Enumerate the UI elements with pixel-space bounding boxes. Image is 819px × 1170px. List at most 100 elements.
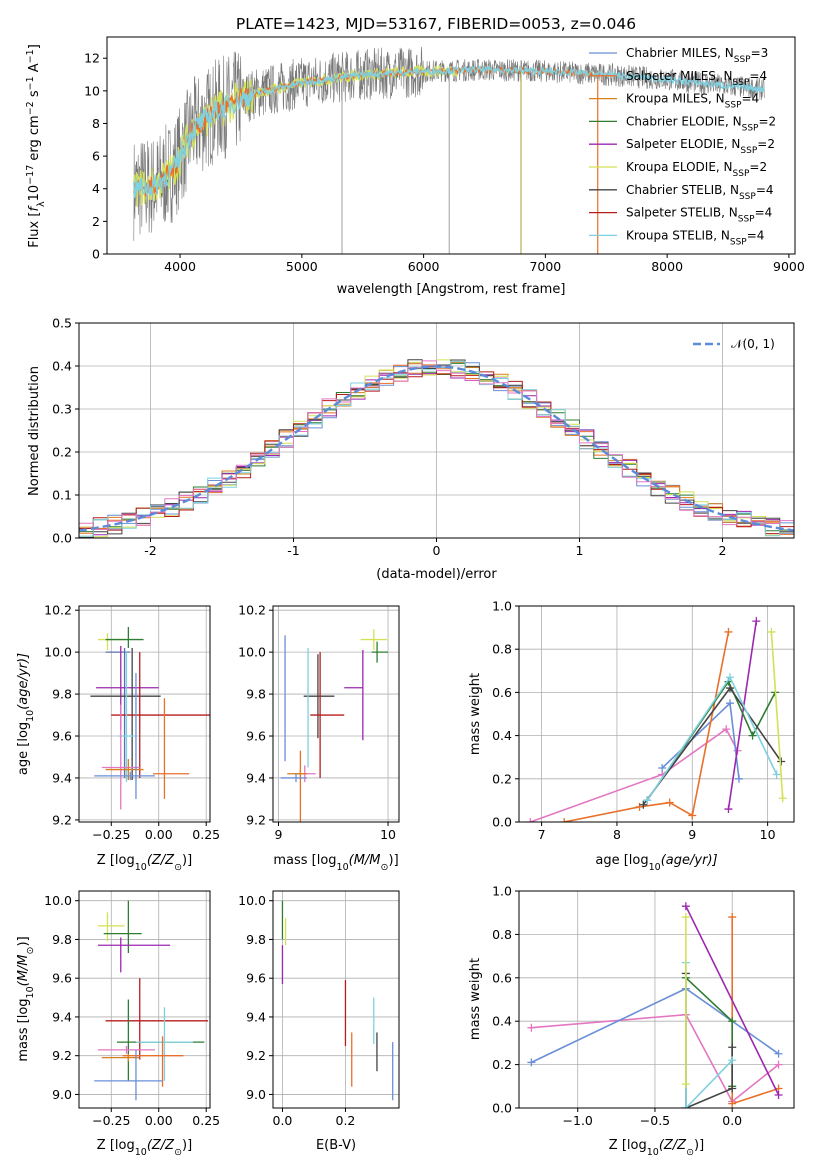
x-tick-label: 1 xyxy=(576,543,584,558)
axes-age-weight: 7 8 9 10 0.0 0.2 0.4 0.6 0.8 1.0 age [log10(age/yr… xyxy=(468,599,795,873)
y-tick-label: 0.0 xyxy=(492,1101,512,1116)
y-tick-label: 9.4 xyxy=(246,1009,266,1024)
legend-label: Chabrier STELIB, NSSP=4 xyxy=(626,183,774,202)
y-tick-label: 9.2 xyxy=(52,812,72,827)
legend-label: Chabrier MILES, NSSP=3 xyxy=(626,46,768,65)
y-axis-label: age [log10(age/yr)] xyxy=(16,653,36,775)
weight-marker xyxy=(728,1056,737,1065)
legend-label: Salpeter MILES, NSSP=4 xyxy=(626,69,767,88)
y-tick-label: 10 xyxy=(84,83,100,98)
y-tick-label: 9.8 xyxy=(246,932,266,947)
y-tick-label: 1.0 xyxy=(492,599,512,614)
weight-marker xyxy=(748,731,757,740)
y-tick-label: 9.4 xyxy=(52,1009,72,1024)
weight-marker xyxy=(767,627,776,636)
y-tick-label: 0 xyxy=(92,247,100,262)
weight-marker xyxy=(725,673,734,682)
y-tick-label: 9.6 xyxy=(246,729,266,744)
weight-marker xyxy=(778,794,787,803)
weight-marker xyxy=(681,913,690,922)
axes-residuals: -2 -1 0 1 2 0.0 0.1 0.2 0.3 0.4 0.5 𝒩(0, 1) (data-mo… xyxy=(27,316,795,582)
y-tick-label: 9.2 xyxy=(246,812,266,827)
x-axis-label: Z [log10(Z/Z⊙)] xyxy=(609,1138,704,1158)
weight-series-line xyxy=(727,620,758,810)
x-tick-label: 9 xyxy=(688,827,696,842)
x-tick-label: 0.2 xyxy=(336,1113,356,1128)
weight-marker xyxy=(639,800,648,809)
legend-label: Kroupa STELIB, NSSP=4 xyxy=(626,228,764,247)
y-tick-label: 0.8 xyxy=(492,642,512,657)
plot-area-mass-age xyxy=(280,629,389,822)
weight-series-line xyxy=(731,917,779,1105)
legend-label: Chabrier ELODIE, NSSP=2 xyxy=(626,114,776,133)
weight-marker xyxy=(735,774,743,783)
x-tick-label: 8 xyxy=(613,827,621,842)
weight-marker xyxy=(728,1043,737,1052)
axes-spectrum: 4000 5000 6000 7000 8000 9000 0 2 4 6 8 10 12 wavelen… xyxy=(25,36,805,297)
weight-marker xyxy=(527,1058,536,1067)
weight-marker xyxy=(681,1104,690,1108)
y-tick-label: 10.2 xyxy=(44,603,72,618)
x-axis-label: age [log10(age/yr)] xyxy=(595,853,717,873)
plot-area-z-age xyxy=(90,626,210,810)
axes-ebv-mass: 0.0 0.2 9.0 9.2 9.4 9.6 9.8 10.0 E(B-V) xyxy=(238,890,400,1153)
weight-series-line xyxy=(564,631,730,822)
weight-marker xyxy=(777,757,786,766)
x-axis-label: Z [log10(Z/Z⊙)] xyxy=(97,853,192,873)
y-tick-label: 0.4 xyxy=(52,359,72,374)
y-tick-label: 0.3 xyxy=(52,402,72,417)
weight-marker xyxy=(728,1017,737,1026)
x-tick-label: -2 xyxy=(144,543,156,558)
x-tick-label: 5000 xyxy=(286,259,318,274)
weight-series-line xyxy=(685,905,780,1096)
axes-frame xyxy=(518,890,795,1109)
axes-z-mass: −0.25 0.00 0.25 9.0 9.2 9.4 9.6 9.8 10.0 Z [log10… xyxy=(16,890,220,1158)
weight-marker xyxy=(728,1099,737,1108)
x-axis-label: Z [log10(Z/Z⊙)] xyxy=(97,1138,192,1158)
y-tick-label: 0.6 xyxy=(492,970,512,985)
weight-series-line xyxy=(661,701,740,779)
y-tick-label: 0.8 xyxy=(492,927,512,942)
plot-area-z-mass xyxy=(94,900,209,1101)
legend-label: Salpeter STELIB, NSSP=4 xyxy=(626,206,772,225)
x-axis-label: wavelength [Angstrom, rest frame] xyxy=(337,282,566,297)
x-tick-label: 0.25 xyxy=(192,1113,220,1128)
x-tick-label: 4000 xyxy=(164,259,196,274)
x-tick-label: 9000 xyxy=(773,259,805,274)
axes-frame xyxy=(272,605,400,823)
y-tick-label: 0.1 xyxy=(52,488,72,503)
x-tick-label: 7000 xyxy=(529,259,561,274)
legend-label: 𝒩(0, 1) xyxy=(731,337,775,351)
legend-label: Kroupa MILES, NSSP=4 xyxy=(626,92,759,111)
x-tick-label: 0 xyxy=(433,543,441,558)
weight-series-line xyxy=(770,631,784,799)
y-tick-label: 9.2 xyxy=(246,1048,266,1063)
weight-marker xyxy=(752,617,761,626)
weight-marker xyxy=(772,770,781,779)
plot-area-z-weight xyxy=(527,902,783,1108)
x-tick-label: −1.0 xyxy=(563,1113,593,1128)
weight-marker xyxy=(728,1084,737,1093)
x-tick-label: 9 xyxy=(275,827,283,842)
y-tick-label: 0.6 xyxy=(492,685,512,700)
y-tick-label: 9.0 xyxy=(52,1087,72,1102)
weight-marker xyxy=(681,1080,690,1089)
axes-frame xyxy=(78,605,211,823)
x-tick-label: 2 xyxy=(719,543,727,558)
y-tick-label: 9.8 xyxy=(52,932,72,947)
plot-area-ebv-mass xyxy=(281,900,394,1101)
weight-marker xyxy=(774,1090,783,1099)
weight-marker xyxy=(722,725,731,734)
y-tick-label: 10.2 xyxy=(238,603,266,618)
x-tick-label: 0.0 xyxy=(722,1113,742,1128)
weight-marker xyxy=(725,684,734,693)
x-axis-label: E(B-V) xyxy=(316,1138,356,1153)
y-tick-label: 9.6 xyxy=(246,971,266,986)
y-tick-label: 8 xyxy=(92,116,100,131)
y-tick-label: 2 xyxy=(92,214,100,229)
x-tick-label: −0.25 xyxy=(92,827,130,842)
y-tick-label: 10.0 xyxy=(238,893,266,908)
axes-frame xyxy=(106,36,796,255)
figure-title: PLATE=1423, MJD=53167, FIBERID=0053, z=0… xyxy=(236,15,636,33)
